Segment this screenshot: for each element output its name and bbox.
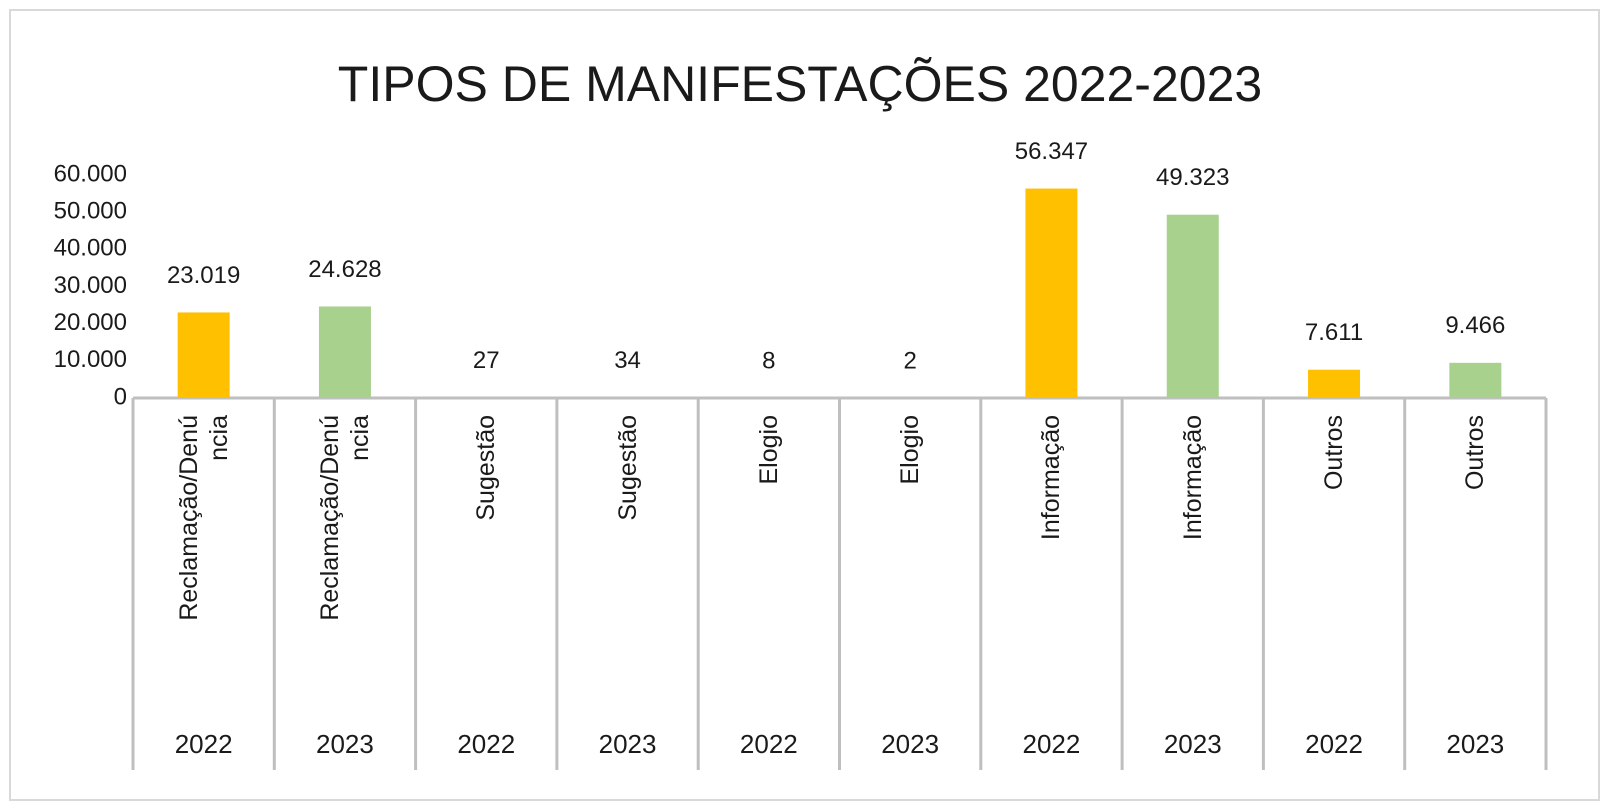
- y-tick-label: 60.000: [54, 160, 127, 187]
- x-year-label: 2023: [1164, 729, 1222, 759]
- bar: [1025, 188, 1078, 398]
- y-tick-label: 0: [114, 383, 127, 410]
- value-label: 24.628: [308, 256, 381, 283]
- y-tick-label: 20.000: [54, 309, 127, 336]
- bar: [318, 306, 371, 398]
- x-tick-label: Outros: [1320, 415, 1349, 491]
- x-year-label: 2022: [740, 729, 798, 759]
- value-label: 8: [762, 347, 775, 374]
- x-tick-label: Reclamação/Denúncia: [315, 415, 374, 621]
- value-label: 9.466: [1445, 312, 1505, 339]
- x-tick-label: Sugestão: [613, 415, 642, 521]
- x-year-label: 2022: [175, 729, 233, 759]
- x-year-label: 2023: [1446, 729, 1504, 759]
- bar: [1308, 369, 1361, 398]
- x-tick-label: Elogio: [896, 415, 925, 485]
- value-label: 27: [473, 347, 500, 374]
- y-tick-label: 50.000: [54, 198, 127, 225]
- value-label: 23.019: [167, 262, 240, 289]
- x-year-label: 2023: [316, 729, 374, 759]
- chart-title: TIPOS DE MANIFESTAÇÕES 2022-2023: [338, 56, 1262, 112]
- bar: [1449, 362, 1502, 398]
- x-tick-label: Informação: [1178, 415, 1207, 541]
- x-tick-label: Outros: [1461, 415, 1490, 491]
- x-tick-label: Reclamação/Denúncia: [174, 415, 233, 621]
- value-label: 49.323: [1156, 164, 1229, 191]
- x-year-label: 2023: [599, 729, 657, 759]
- y-tick-label: 30.000: [54, 272, 127, 299]
- x-year-label: 2022: [1305, 729, 1363, 759]
- value-label: 34: [614, 347, 641, 374]
- value-label: 7.611: [1305, 319, 1363, 346]
- y-tick-label: 40.000: [54, 235, 127, 262]
- bar: [177, 312, 230, 398]
- x-tick-label: Informação: [1037, 415, 1066, 541]
- x-year-label: 2022: [457, 729, 515, 759]
- bar: [1166, 214, 1219, 398]
- value-label: 2: [903, 347, 916, 374]
- x-year-label: 2023: [881, 729, 939, 759]
- chart-border: [9, 9, 1600, 801]
- x-year-label: 2022: [1023, 729, 1081, 759]
- x-tick-label: Elogio: [754, 415, 783, 485]
- y-tick-label: 10.000: [54, 346, 127, 373]
- x-tick-label: Sugestão: [472, 415, 501, 521]
- value-label: 56.347: [1015, 138, 1088, 165]
